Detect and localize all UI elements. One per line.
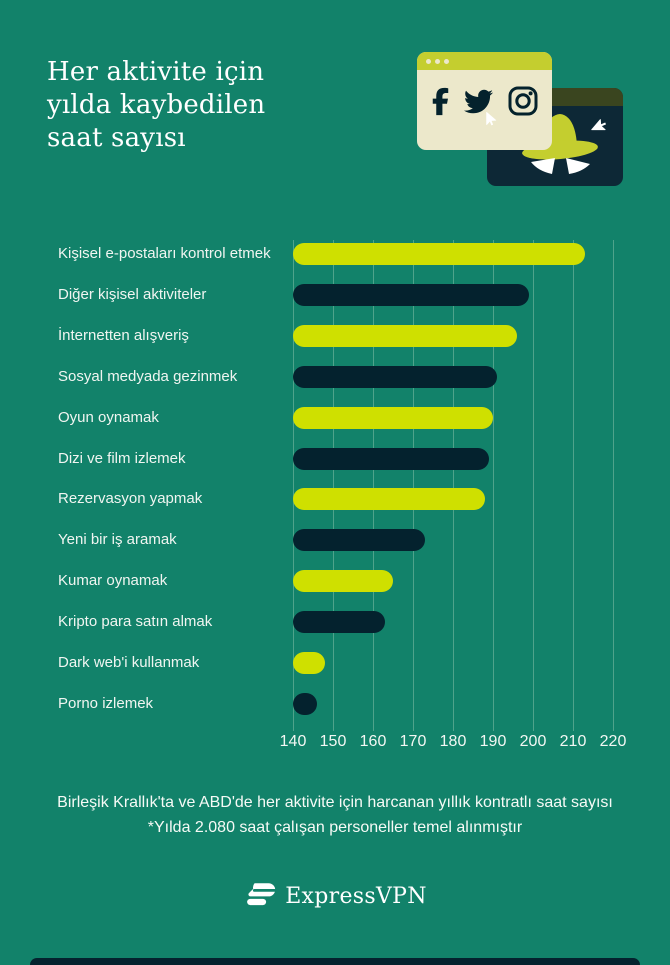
window-dot <box>444 58 449 64</box>
bar <box>293 652 325 674</box>
chart-footnote: Birleşik Krallık'ta ve ABD'de her aktivi… <box>0 790 670 840</box>
gridline <box>533 240 534 731</box>
bottom-card-edge <box>30 958 640 965</box>
category-label: Rezervasyon yapmak <box>58 490 203 508</box>
bar <box>293 283 529 306</box>
instagram-icon <box>508 86 537 116</box>
bar <box>293 488 485 511</box>
gridline <box>613 240 614 731</box>
bar <box>293 324 517 347</box>
bar <box>293 570 393 593</box>
gridline <box>453 240 454 731</box>
x-axis-tick-label: 160 <box>359 733 387 750</box>
bar <box>293 365 497 388</box>
title-line-2: yılda kaybedilen <box>47 90 266 120</box>
gridline <box>413 240 414 731</box>
title-line-3: saat sayısı <box>47 123 186 153</box>
social-browser-window <box>417 52 552 150</box>
facebook-icon <box>432 87 448 115</box>
window-titlebar <box>417 52 552 70</box>
gridline <box>333 240 334 731</box>
bar <box>293 611 385 634</box>
category-label: Kumar oynamak <box>58 572 168 590</box>
x-axis-tick-label: 190 <box>479 733 507 750</box>
x-axis-tick-label: 150 <box>319 733 347 750</box>
category-label: Yeni bir iş aramak <box>58 531 177 549</box>
window-dot <box>426 58 431 64</box>
gridline <box>573 240 574 731</box>
category-label: Kişisel e-postaları kontrol etmek <box>58 245 271 262</box>
category-label: Oyun oynamak <box>58 408 159 426</box>
gridline <box>373 240 374 731</box>
cursor-icon <box>486 112 497 126</box>
browser-illustration <box>417 52 663 188</box>
category-label: Kripto para satın almak <box>58 613 213 631</box>
title-line-1: Her aktivite için <box>47 57 265 87</box>
x-axis-tick-label: 170 <box>399 733 427 750</box>
x-axis-tick-label: 140 <box>279 733 307 750</box>
x-axis-tick-label: 220 <box>599 733 627 750</box>
category-label: Sosyal medyada gezinmek <box>58 367 238 385</box>
category-label: Dizi ve film izlemek <box>58 449 186 467</box>
bar <box>293 447 489 470</box>
footnote-line-1: Birleşik Krallık'ta ve ABD'de her aktivi… <box>57 794 613 811</box>
gridline <box>493 240 494 731</box>
category-label: Dark web'i kullanmak <box>58 654 200 671</box>
social-icons-row <box>417 70 552 132</box>
x-axis-tick-label: 180 <box>439 733 467 750</box>
bar <box>293 692 317 715</box>
bar <box>293 243 585 265</box>
category-label: Diğer kişisel aktiviteler <box>58 285 207 303</box>
twitter-icon <box>463 89 493 113</box>
footnote-line-2: *Yılda 2.080 saat çalışan personeller te… <box>147 819 523 836</box>
expressvpn-icon <box>247 883 277 906</box>
bar <box>293 406 493 429</box>
gridline <box>293 240 294 731</box>
category-label: Porno izlemek <box>58 694 154 712</box>
category-label: İnternetten alışveriş <box>58 326 189 344</box>
page-title: Her aktivite için yılda kaybedilen saat … <box>47 56 265 155</box>
expressvpn-logo: ExpressVPN <box>0 882 670 910</box>
x-axis-tick-label: 200 <box>519 733 547 750</box>
window-dot <box>435 58 440 64</box>
bar <box>293 529 425 552</box>
cursor-icon <box>591 119 607 131</box>
x-axis-tick-label: 210 <box>559 733 587 750</box>
brand-wordmark: ExpressVPN <box>285 883 427 909</box>
